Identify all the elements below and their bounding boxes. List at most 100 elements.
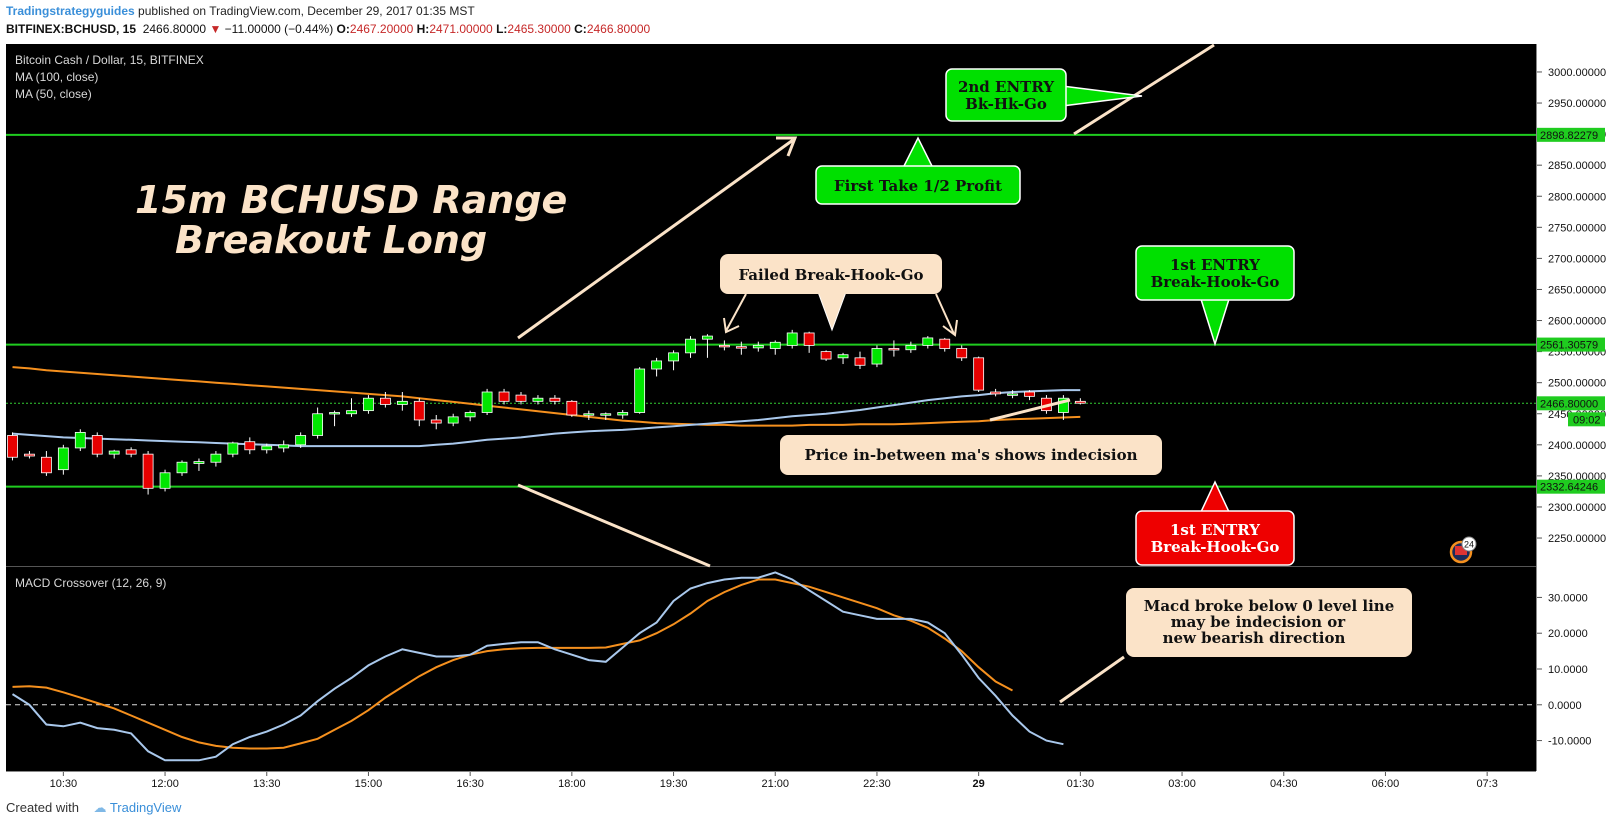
candle[interactable] xyxy=(261,445,273,451)
time-tick-label: 01:30 xyxy=(1067,778,1095,790)
candle[interactable] xyxy=(430,419,442,424)
candle[interactable] xyxy=(854,357,866,366)
candle[interactable] xyxy=(498,391,510,402)
candle[interactable] xyxy=(837,354,849,359)
level-tag xyxy=(1537,127,1605,142)
candle[interactable] xyxy=(566,400,578,416)
candle[interactable] xyxy=(803,332,815,346)
candle[interactable] xyxy=(464,412,476,418)
candle[interactable] xyxy=(549,397,561,402)
candle[interactable] xyxy=(735,346,747,349)
candle[interactable] xyxy=(396,400,408,405)
candle[interactable] xyxy=(346,410,357,415)
published-text: published on TradingView.com, December 2… xyxy=(138,4,475,18)
candle[interactable] xyxy=(295,435,307,446)
callout-first-entry-short: 1st ENTRY Break-Hook-Go xyxy=(1135,480,1295,566)
take-profit-text: First Take 1/2 Profit xyxy=(834,177,1002,195)
price-change: −11.00000 (−0.44%) xyxy=(224,22,334,36)
candle[interactable] xyxy=(956,348,968,359)
legend-ma100: MA (100, close) xyxy=(15,70,98,84)
candle[interactable] xyxy=(363,397,374,412)
level-tag-label: 2898.82279 xyxy=(1540,130,1598,142)
candle[interactable] xyxy=(922,337,934,346)
candle[interactable] xyxy=(786,332,798,346)
macd-axis[interactable] xyxy=(1537,567,1613,771)
candle[interactable] xyxy=(1058,397,1069,413)
candle[interactable] xyxy=(990,391,1001,395)
candle[interactable] xyxy=(532,397,544,402)
title-line-1: 15m BCHUSD Range xyxy=(135,178,567,222)
down-arrow-line xyxy=(517,483,711,568)
chart-svg[interactable]: 3000.000002950.000002900.000002850.00000… xyxy=(0,0,1613,798)
candle[interactable] xyxy=(278,444,290,449)
second-entry-line-1: 2nd ENTRY xyxy=(958,78,1054,96)
low-value: 2465.30000 xyxy=(507,22,571,36)
candle[interactable] xyxy=(413,400,425,421)
event-count: 24 xyxy=(1464,540,1474,550)
candle[interactable] xyxy=(888,348,900,351)
candle[interactable] xyxy=(176,461,188,474)
macd-pointer-line xyxy=(1059,655,1125,704)
macd-note-line-3: new bearish direction xyxy=(1163,629,1346,647)
candle[interactable] xyxy=(24,453,35,457)
time-tick-label: 22:30 xyxy=(863,778,891,790)
candle[interactable] xyxy=(244,441,256,451)
event-badge[interactable]: 24 xyxy=(1449,536,1477,564)
candle[interactable] xyxy=(227,442,239,455)
price-pane[interactable] xyxy=(6,44,1536,566)
candle[interactable] xyxy=(651,360,662,370)
candle[interactable] xyxy=(447,416,459,424)
callout-second-entry: 2nd ENTRY Bk-Hk-Go xyxy=(945,68,1143,122)
candle[interactable] xyxy=(74,431,86,449)
candle[interactable] xyxy=(312,413,324,436)
candle[interactable] xyxy=(515,394,527,402)
candle[interactable] xyxy=(481,391,493,413)
time-tick-label: 12:00 xyxy=(151,778,179,790)
candle[interactable] xyxy=(685,338,696,354)
time-tick-label: 10:30 xyxy=(50,778,78,790)
candle[interactable] xyxy=(108,450,120,455)
tradingview-link[interactable]: TradingView xyxy=(109,800,182,815)
callout-indecision: Price in-between ma's shows indecision xyxy=(780,435,1162,475)
macd-note-line-1: Macd broke below 0 level line xyxy=(1144,597,1395,615)
candle[interactable] xyxy=(7,435,18,458)
candle[interactable] xyxy=(871,348,883,365)
time-axis[interactable] xyxy=(6,772,1536,794)
candle[interactable] xyxy=(159,472,171,489)
candle[interactable] xyxy=(1024,391,1035,397)
candle[interactable] xyxy=(719,344,730,348)
candle[interactable] xyxy=(600,413,612,416)
candle[interactable] xyxy=(820,351,832,360)
candle[interactable] xyxy=(905,344,917,351)
candle[interactable] xyxy=(91,435,103,455)
indecision-pointer-line xyxy=(989,398,1071,422)
candle[interactable] xyxy=(702,335,713,340)
candle[interactable] xyxy=(379,397,391,405)
candle[interactable] xyxy=(939,338,951,349)
time-tick-label: 19:30 xyxy=(660,778,688,790)
candle[interactable] xyxy=(634,368,646,413)
candle[interactable] xyxy=(57,447,69,471)
candle[interactable] xyxy=(125,449,137,455)
second-entry-line-2: Bk-Hk-Go xyxy=(965,95,1047,113)
last-price: 2466.80000 xyxy=(142,22,207,36)
ohlc-line: BITFINEX:BCHUSD, 15 2466.80000 ▼ −11.000… xyxy=(6,22,650,36)
candle[interactable] xyxy=(668,352,679,362)
candle[interactable] xyxy=(41,456,52,474)
candle[interactable] xyxy=(329,412,340,415)
candle[interactable] xyxy=(583,413,595,416)
candle[interactable] xyxy=(973,357,985,391)
candle[interactable] xyxy=(1007,393,1018,396)
candle[interactable] xyxy=(193,461,205,464)
candle[interactable] xyxy=(769,341,781,349)
candle[interactable] xyxy=(210,453,222,463)
candle[interactable] xyxy=(142,453,154,489)
level-tag xyxy=(1537,337,1605,352)
last-price-label: 2466.80000 xyxy=(1540,398,1598,410)
publisher-link[interactable]: Tradingstrategyguides xyxy=(6,4,135,18)
candle[interactable] xyxy=(1074,400,1086,404)
candle[interactable] xyxy=(617,412,629,416)
first-entry-long-line-1: 1st ENTRY xyxy=(1170,256,1260,274)
indecision-text: Price in-between ma's shows indecision xyxy=(804,446,1137,464)
candle[interactable] xyxy=(752,344,764,349)
